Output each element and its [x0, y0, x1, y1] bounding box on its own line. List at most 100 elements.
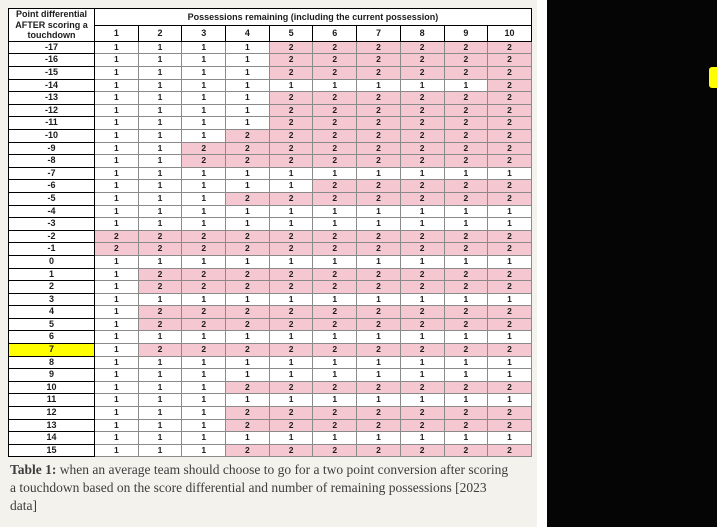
cell: 1: [137, 154, 183, 168]
cell: 2: [268, 154, 314, 168]
cell: 2: [225, 280, 270, 294]
row-label: 11: [8, 393, 95, 408]
cell: 2: [487, 154, 532, 168]
cell: 1: [94, 141, 139, 156]
cell: 2: [399, 40, 445, 55]
cell: 1: [137, 292, 183, 307]
cell: 1: [312, 166, 358, 181]
col-header: 6: [312, 25, 358, 42]
col-header: 3: [181, 25, 227, 42]
group-header: Possessions remaining (including the cur…: [94, 7, 532, 27]
cell: 2: [356, 129, 401, 143]
cell: 1: [181, 443, 227, 458]
cell: 1: [137, 217, 183, 231]
cell: 2: [312, 229, 358, 244]
cell: 1: [137, 443, 183, 458]
cell: 1: [225, 355, 270, 370]
cell: 2: [356, 242, 401, 256]
cell: 1: [312, 78, 358, 93]
cell: 1: [137, 141, 183, 156]
caption-text: when an average team should choose to go…: [10, 462, 509, 514]
cell: 1: [181, 129, 227, 143]
cell: 2: [399, 179, 445, 193]
cell: 2: [268, 380, 314, 395]
cell: 1: [94, 406, 139, 420]
cell: 1: [225, 292, 270, 307]
cell: 2: [312, 443, 358, 458]
cell: 2: [268, 66, 314, 80]
cell: 2: [225, 418, 270, 433]
scrollbar-highlight-marker[interactable]: [709, 67, 717, 88]
cell: 1: [94, 292, 139, 307]
cell: 2: [225, 154, 270, 168]
cell: 2: [443, 154, 489, 168]
cell: 1: [399, 431, 445, 445]
cell: 1: [268, 368, 314, 382]
col-header: 2: [137, 25, 183, 42]
cell: 2: [443, 103, 489, 118]
cell: 1: [181, 431, 227, 445]
cell: 2: [312, 267, 358, 282]
table-row: 13 1 1 1 2 2 2 2 2 2 2: [8, 418, 532, 433]
cell: 2: [137, 280, 183, 294]
row-label: 4: [8, 305, 95, 319]
cell: 1: [94, 166, 139, 181]
cell: 2: [181, 141, 227, 156]
cell: 1: [487, 292, 532, 307]
cell: 2: [312, 141, 358, 156]
col-header: 7: [356, 25, 401, 42]
cell: 1: [225, 254, 270, 269]
cell: 1: [94, 154, 139, 168]
cell: 1: [225, 40, 270, 55]
row-label: -2: [8, 229, 95, 244]
cell: 1: [268, 393, 314, 408]
cell: 1: [356, 254, 401, 269]
cell: 2: [137, 317, 183, 332]
cell: 1: [399, 217, 445, 231]
cell: 1: [356, 431, 401, 445]
cell: 1: [225, 103, 270, 118]
cell: 2: [356, 305, 401, 319]
cell: 2: [225, 380, 270, 395]
cell: 1: [94, 280, 139, 294]
row-label: 0: [8, 254, 95, 269]
cell: 1: [181, 330, 227, 345]
cell: 2: [356, 406, 401, 420]
row-label: -6: [8, 179, 95, 193]
table-row: -10 1 1 1 2 2 2 2 2 2 2: [8, 129, 532, 143]
cell: 1: [181, 116, 227, 130]
cell: 1: [268, 355, 314, 370]
cell: 2: [225, 229, 270, 244]
row-label: -11: [8, 116, 95, 130]
cell: 2: [268, 53, 314, 67]
cell: 1: [487, 431, 532, 445]
cell: 1: [312, 431, 358, 445]
cell: 1: [94, 129, 139, 143]
cell: 2: [225, 343, 270, 357]
cell: 1: [487, 355, 532, 370]
row-label: 9: [8, 368, 95, 382]
cell: 1: [399, 166, 445, 181]
cell: 2: [399, 91, 445, 105]
cell: 2: [356, 103, 401, 118]
cell: 2: [312, 53, 358, 67]
cell: 2: [268, 129, 314, 143]
cell: 1: [181, 191, 227, 206]
cell: 2: [356, 116, 401, 130]
cell: 1: [181, 91, 227, 105]
cell: 1: [312, 393, 358, 408]
cell: 1: [94, 368, 139, 382]
cell: 1: [443, 204, 489, 219]
table-row: 12 1 1 1 2 2 2 2 2 2 2: [8, 406, 532, 420]
cell: 1: [94, 53, 139, 67]
cell: 2: [312, 406, 358, 420]
cell: 1: [399, 355, 445, 370]
cell: 1: [94, 78, 139, 93]
cell: 2: [94, 229, 139, 244]
cell: 2: [443, 242, 489, 256]
row-label: -5: [8, 191, 95, 206]
